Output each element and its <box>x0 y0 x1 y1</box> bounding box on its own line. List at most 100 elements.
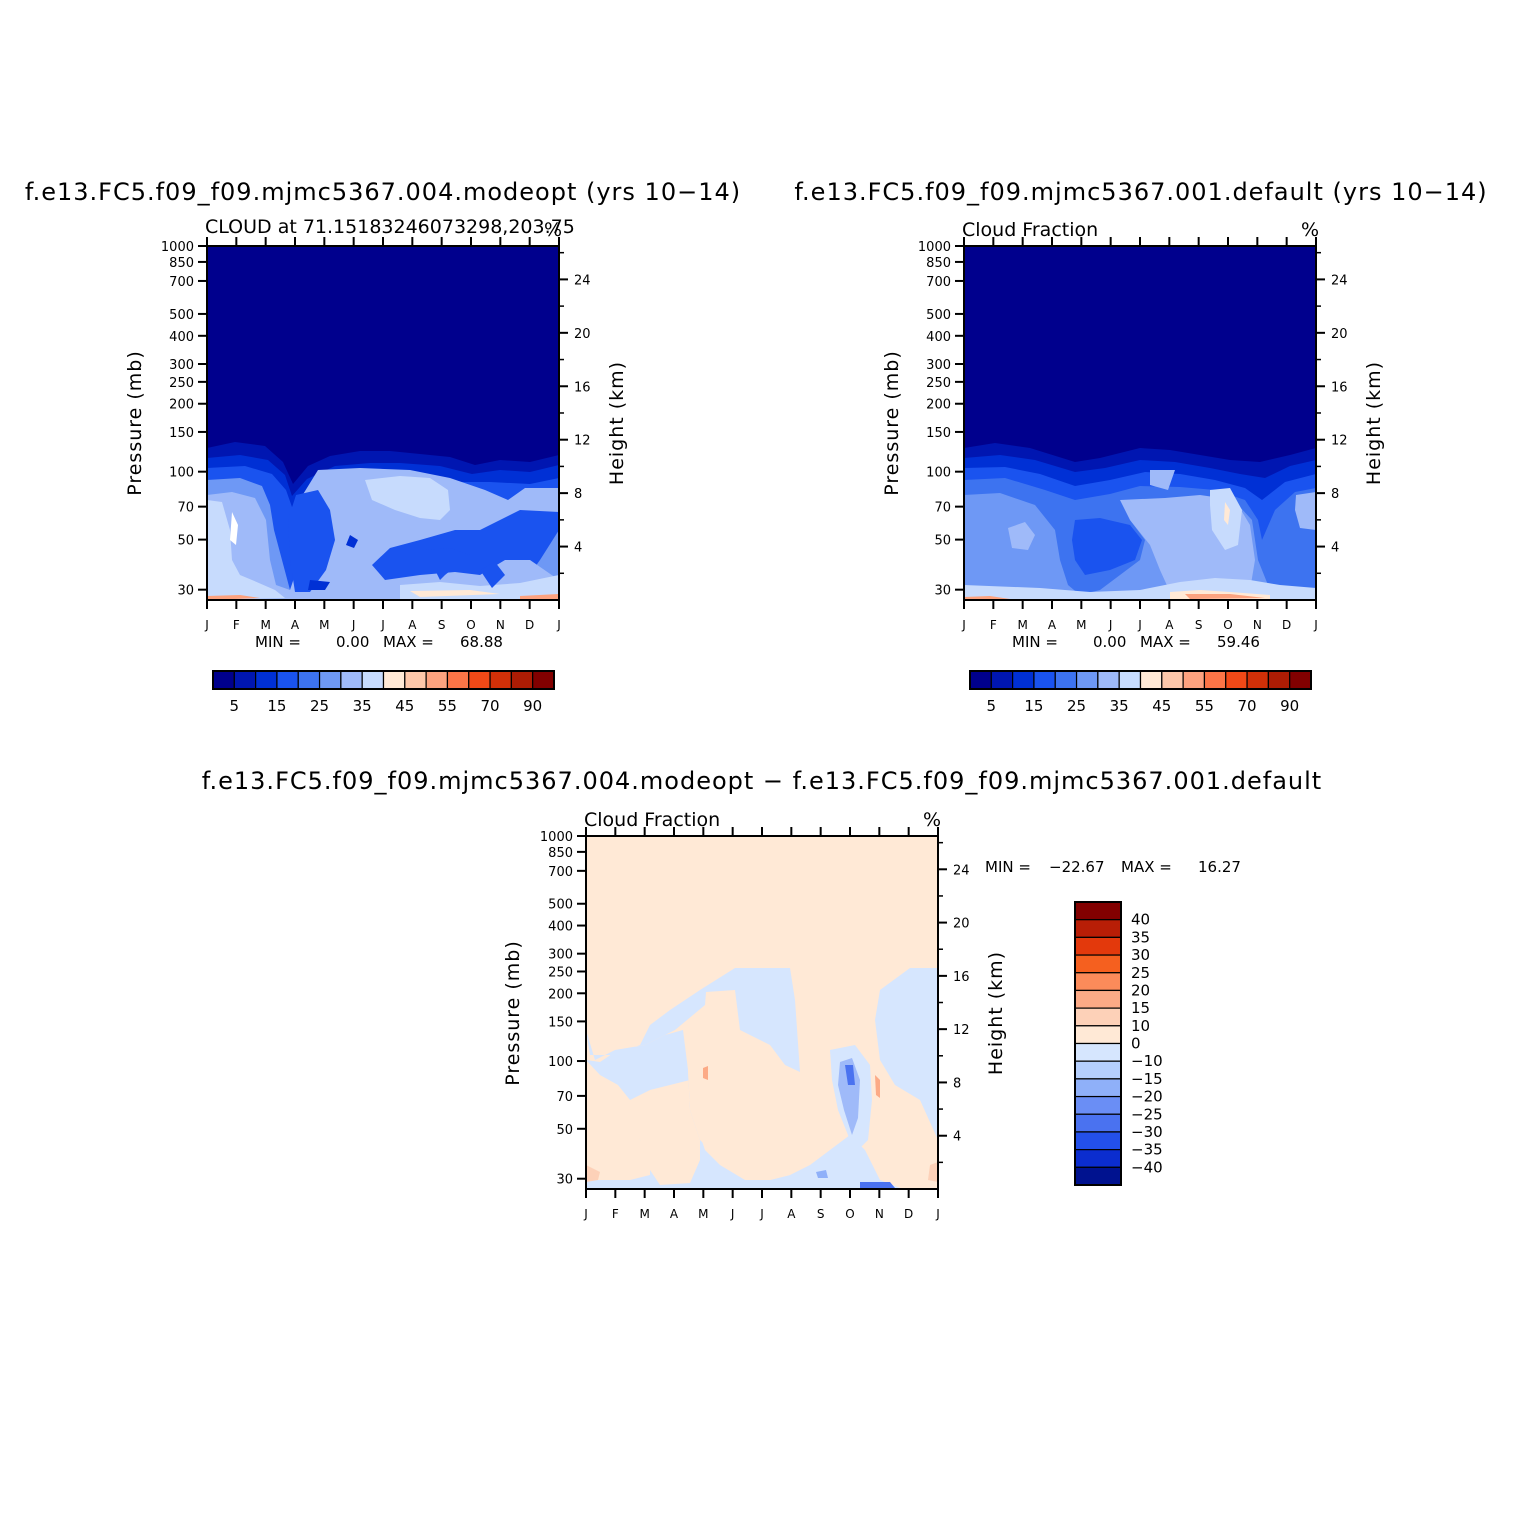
colorbar-swatch <box>1246 670 1269 690</box>
colorbar-swatch <box>1139 670 1163 690</box>
height-tick-label: 8 <box>1331 487 1339 502</box>
pressure-tick-label: 500 <box>926 308 951 323</box>
pressure-tick-label: 400 <box>926 330 951 345</box>
colorbar-label: 30 <box>1131 946 1150 964</box>
colorbar-swatch <box>969 670 992 690</box>
month-tick-label: J <box>935 1207 940 1221</box>
colorbar-label: 15 <box>1024 697 1043 715</box>
pressure-tick-label: 200 <box>548 987 573 1002</box>
colorbar-swatch <box>340 670 363 690</box>
colorbar-label: −15 <box>1131 1070 1163 1088</box>
pressure-tick-label: 70 <box>556 1090 573 1105</box>
month-tick-label: M <box>639 1207 649 1221</box>
month-tick-label: J <box>759 1207 764 1221</box>
colorbar-label: 55 <box>438 697 457 715</box>
colorbar-swatch <box>1097 670 1120 690</box>
panel-subtitle-left: Cloud Fraction <box>962 219 1098 241</box>
colorbar-label: 45 <box>395 697 414 715</box>
pressure-tick-label: 850 <box>926 256 951 271</box>
colorbar-label: 20 <box>1131 981 1150 999</box>
colorbar-label: −30 <box>1131 1123 1163 1141</box>
month-tick-label: O <box>1223 618 1232 632</box>
pressure-tick-label: 200 <box>926 398 951 413</box>
month-tick-label: J <box>583 1207 588 1221</box>
colorbar-swatch <box>468 670 491 690</box>
month-tick-label: S <box>1195 618 1203 632</box>
min-label: MIN = <box>1012 633 1058 651</box>
colorbar-swatch <box>1074 1025 1122 1045</box>
panel-units: % <box>923 809 941 831</box>
colorbar-swatch <box>1074 1095 1122 1115</box>
height-tick-label: 24 <box>574 273 591 288</box>
colorbar-label: 25 <box>1067 697 1086 715</box>
min-value: −22.67 <box>1049 858 1105 876</box>
colorbar-label: −20 <box>1131 1088 1163 1106</box>
pressure-tick-label: 1000 <box>161 240 194 255</box>
pressure-tick-label: 300 <box>548 948 573 963</box>
colorbar-swatch <box>1161 670 1184 690</box>
colorbar: 5 15 25 35 45 55 70 90 <box>969 670 1312 715</box>
colorbar-label: 15 <box>267 697 286 715</box>
y2-axis-label: Height (km) <box>1363 361 1385 485</box>
colorbar-swatch <box>1074 972 1122 992</box>
pressure-tick-label: 50 <box>177 534 194 549</box>
month-tick-label: D <box>1282 618 1291 632</box>
colorbar-swatch <box>1074 1060 1122 1080</box>
colorbar-label: 0 <box>1131 1035 1141 1053</box>
height-tick-label: 16 <box>953 970 970 985</box>
pressure-tick-label: 200 <box>169 398 194 413</box>
month-tick-label: N <box>496 618 505 632</box>
colorbar-swatch <box>382 670 406 690</box>
height-tick-label: 20 <box>1331 327 1348 342</box>
month-tick-label: J <box>730 1207 735 1221</box>
colorbar-label: 55 <box>1195 697 1214 715</box>
colorbar-swatch <box>1225 670 1248 690</box>
height-tick-label: 12 <box>953 1023 970 1038</box>
colorbar-swatch <box>1074 919 1122 938</box>
colorbar-swatch <box>318 670 342 690</box>
month-tick-label: M <box>260 618 270 632</box>
colorbar-swatch <box>1074 989 1122 1009</box>
colorbar-swatch <box>255 670 278 690</box>
colorbar-label: 40 <box>1131 911 1150 929</box>
colorbar-swatch <box>532 670 555 690</box>
pressure-tick-label: 700 <box>926 275 951 290</box>
panel-subtitle-left: Cloud Fraction <box>584 809 720 831</box>
panel-subtitle-left: CLOUD at 71.15183246073298,203.75 <box>205 216 575 238</box>
panel-modeopt: f.e13.FC5.f09_f09.mjmc5367.004.modeopt (… <box>25 178 740 715</box>
height-tick-label: 4 <box>953 1130 961 1145</box>
month-tick-label: M <box>1017 618 1027 632</box>
pressure-tick-label: 250 <box>548 965 573 980</box>
y-axis-label: Pressure (mb) <box>124 350 146 496</box>
colorbar-swatch <box>1033 670 1056 690</box>
height-tick-label: 12 <box>1331 434 1348 449</box>
colorbar-swatch <box>1267 670 1291 690</box>
y-axis-label: Pressure (mb) <box>881 350 903 496</box>
pressure-tick-label: 30 <box>177 584 194 599</box>
colorbar-swatch <box>276 670 299 690</box>
colorbar-swatch <box>1074 1078 1122 1098</box>
panel-default: f.e13.FC5.f09_f09.mjmc5367.001.default (… <box>794 178 1486 715</box>
colorbar-swatch <box>361 670 385 690</box>
pressure-tick-label: 150 <box>548 1015 573 1030</box>
month-tick-label: S <box>438 618 446 632</box>
pressure-tick-label: 70 <box>177 501 194 516</box>
month-tick-label: J <box>351 618 356 632</box>
contour-field <box>964 246 1316 600</box>
colorbar-label: 25 <box>310 697 329 715</box>
pressure-tick-label: 30 <box>556 1173 573 1188</box>
month-tick-label: N <box>875 1207 884 1221</box>
y-axis-label: Pressure (mb) <box>502 940 524 1086</box>
pressure-tick-label: 250 <box>926 376 951 391</box>
colorbar-swatch <box>510 670 534 690</box>
month-tick-label: J <box>961 618 966 632</box>
month-tick-label: S <box>817 1207 825 1221</box>
max-value: 59.46 <box>1217 633 1260 651</box>
panel-units: % <box>1301 219 1319 241</box>
y2-axis-label: Height (km) <box>606 361 628 485</box>
month-tick-label: M <box>698 1207 708 1221</box>
max-label: MAX = <box>1140 633 1191 651</box>
month-tick-label: J <box>380 618 385 632</box>
pressure-tick-label: 300 <box>169 358 194 373</box>
